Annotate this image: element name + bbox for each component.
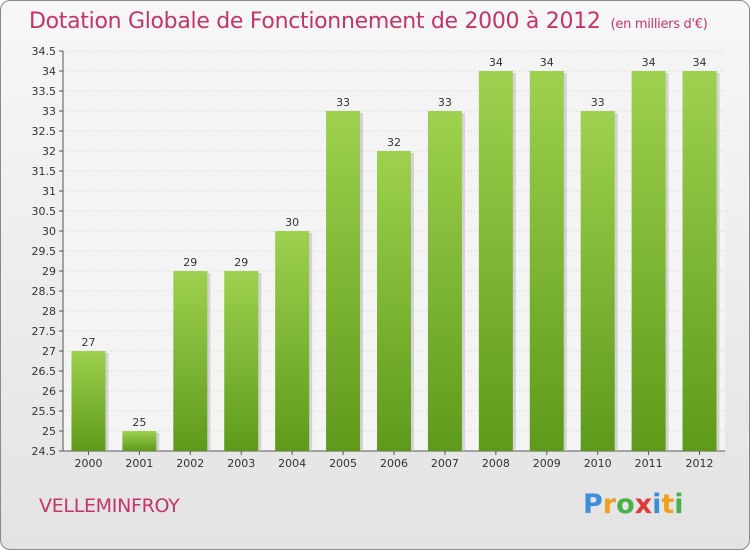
y-tick-label: 31 [42,185,56,198]
data-label: 29 [234,256,248,269]
data-label: 33 [438,96,452,109]
bar [71,351,106,451]
x-tick-label: 2011 [635,457,663,470]
y-tick-label: 30.5 [32,205,57,218]
y-tick-label: 27.5 [32,325,57,338]
data-label: 34 [540,56,554,69]
chart-subtitle: (en milliers d'€) [610,17,708,32]
y-tick-label: 34 [42,65,56,78]
y-tick-label: 29 [42,265,56,278]
x-tick-label: 2005 [329,457,357,470]
data-label: 34 [489,56,503,69]
data-label: 25 [132,416,146,429]
y-tick-label: 32.5 [32,125,57,138]
y-tick-label: 25 [42,425,56,438]
x-tick-label: 2012 [686,457,714,470]
y-tick-label: 34.5 [32,45,57,58]
y-tick-label: 32 [42,145,56,158]
y-tick-label: 28 [42,305,56,318]
x-tick-label: 2004 [278,457,306,470]
bar [173,271,208,451]
x-tick-label: 2006 [380,457,408,470]
logo-letter: i [674,489,684,520]
y-tick-label: 29.5 [32,245,57,258]
proxiti-logo: Proxiti [583,489,684,520]
logo-letter: P [583,489,603,520]
x-tick-label: 2007 [431,457,459,470]
data-label: 33 [336,96,350,109]
data-label: 33 [591,96,605,109]
y-tick-label: 26.5 [32,365,57,378]
logo-letter: i [652,489,662,520]
logo-letter: o [616,489,635,520]
bar [427,111,462,451]
bar [326,111,361,451]
logo-letter: t [661,489,675,520]
y-tick-label: 25.5 [32,405,57,418]
bar [529,71,564,451]
data-label: 32 [387,136,401,149]
data-label: 30 [285,216,299,229]
x-tick-label: 2001 [125,457,153,470]
bar [580,111,615,451]
x-tick-label: 2008 [482,457,510,470]
chart-title-text: Dotation Globale de Fonctionnement de 20… [29,9,601,34]
y-tick-label: 24.5 [32,445,57,458]
bar [224,271,259,451]
y-tick-label: 26 [42,385,56,398]
y-tick-label: 28.5 [32,285,57,298]
y-tick-label: 27 [42,345,56,358]
bar [682,71,717,451]
x-tick-label: 2009 [533,457,561,470]
data-label: 27 [81,336,95,349]
chart-title: Dotation Globale de Fonctionnement de 20… [29,9,708,34]
y-tick-label: 33.5 [32,85,57,98]
bar [377,151,411,451]
commune-name: VELLEMINFROY [39,495,180,517]
x-tick-label: 2002 [176,457,204,470]
y-tick-label: 30 [42,225,56,238]
y-tick-label: 33 [42,105,56,118]
logo-letter: r [602,489,617,520]
data-label: 34 [693,56,707,69]
bar [275,231,310,451]
y-tick-label: 31.5 [32,165,57,178]
data-label: 34 [642,56,656,69]
bar [631,71,666,451]
x-tick-label: 2010 [584,457,612,470]
logo-letter: x [634,489,653,520]
data-label: 29 [183,256,197,269]
bar [122,431,157,451]
x-tick-label: 2003 [227,457,255,470]
x-tick-label: 2000 [74,457,102,470]
bar [478,71,513,451]
